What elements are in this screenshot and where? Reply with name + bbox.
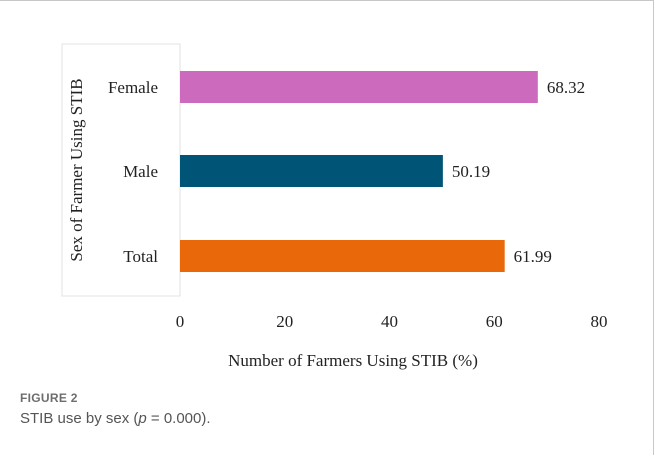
category-label-total: Total (123, 247, 158, 266)
figure-caption: STIB use by sex (p = 0.000). (20, 410, 211, 427)
caption-prefix: STIB use by sex ( (20, 410, 139, 427)
category-label-female: Female (108, 78, 158, 97)
data-label-total: 61.99 (514, 247, 552, 266)
bar-male (180, 155, 443, 187)
x-axis-title: Number of Farmers Using STIB (%) (228, 351, 478, 370)
bar-female (180, 71, 538, 103)
x-tick-label: 60 (486, 312, 503, 331)
bar-total (180, 240, 505, 272)
y-axis-title: Sex of Farmer Using STIB (67, 78, 86, 261)
bar-chart: Sex of Farmer Using STIB Female 68.32 Male… (61, 43, 608, 370)
category-label-male: Male (123, 162, 158, 181)
data-label-female: 68.32 (547, 78, 585, 97)
figure-label: FIGURE 2 (20, 391, 78, 405)
x-tick-label: 20 (276, 312, 293, 331)
caption-italic: p (138, 410, 147, 427)
y-category-box (61, 43, 181, 297)
caption-suffix: = 0.000). (146, 410, 211, 427)
bars-group: Female 68.32 Male 50.19 Total 61.99 (108, 71, 585, 272)
x-ticks-group: 0 20 40 60 80 (176, 312, 608, 331)
x-tick-label: 80 (591, 312, 608, 331)
x-tick-label: 40 (381, 312, 398, 331)
data-label-male: 50.19 (452, 162, 490, 181)
x-tick-label: 0 (176, 312, 185, 331)
